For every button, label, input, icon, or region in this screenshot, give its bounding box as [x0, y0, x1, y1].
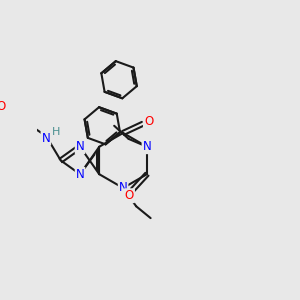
Text: O: O — [0, 100, 6, 113]
Text: N: N — [76, 140, 84, 153]
Text: H: H — [52, 127, 61, 137]
Text: O: O — [125, 189, 134, 202]
Text: N: N — [142, 140, 151, 153]
Text: O: O — [144, 115, 153, 128]
Text: N: N — [76, 168, 84, 181]
Text: N: N — [119, 182, 128, 194]
Text: N: N — [41, 132, 50, 145]
